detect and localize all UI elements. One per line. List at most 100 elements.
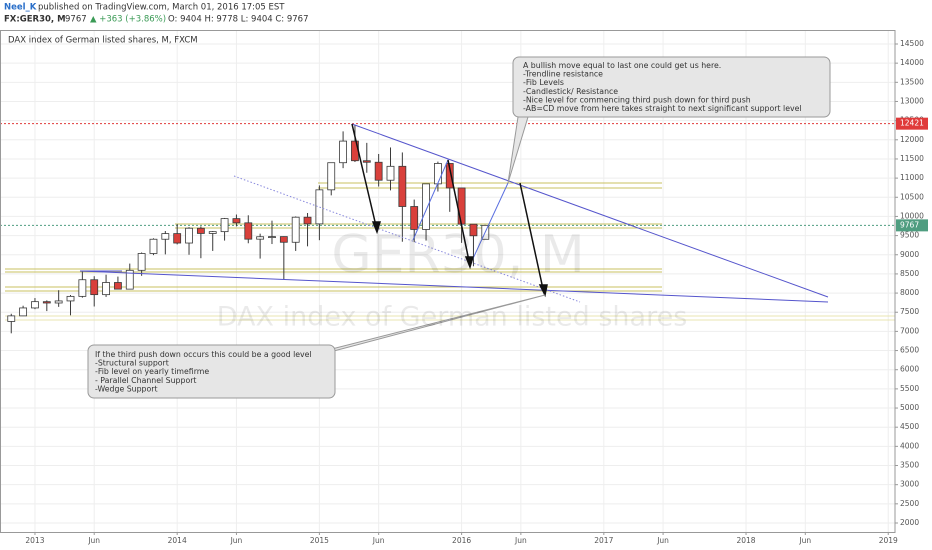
candles	[7, 124, 490, 334]
y-tick-label: 11500	[900, 154, 924, 163]
last-price: 9767	[65, 15, 87, 25]
trendline	[351, 123, 829, 298]
x-tick-label: Jun	[656, 536, 669, 545]
axes: 2000 2500 3000 3500 4000 4500 5000 5500 6000 6500…	[0, 30, 928, 545]
x-tick-label: Jun	[798, 536, 811, 545]
y-tick-label: 13000	[900, 96, 924, 105]
annotation-line: A bullish move equal to last one could g…	[523, 61, 721, 70]
price-label-box	[896, 117, 928, 130]
y-tick-label: 14500	[900, 39, 924, 48]
change: ▲ +363 (+3.86%)	[90, 15, 166, 25]
y-tick-label: 2000	[900, 518, 919, 527]
annotation-line: -Structural support	[95, 359, 169, 368]
x-tick-label: 2018	[736, 536, 755, 545]
y-tick-label: 6000	[900, 365, 919, 374]
candle-body	[469, 223, 478, 237]
candle-body	[149, 238, 158, 254]
annotation-line: -Fib level on yearly timefirme	[95, 367, 209, 376]
candle-body	[114, 282, 122, 290]
y-tick-label: 7000	[900, 326, 919, 335]
watermark: GER30, M	[331, 225, 584, 285]
y-tick-label: 8000	[900, 288, 919, 297]
annotation-line: If the third push down occurs this could…	[95, 350, 312, 359]
y-tick-label: 4500	[900, 422, 919, 431]
candle-body	[54, 300, 63, 304]
candle-body	[7, 315, 16, 322]
arrows	[351, 123, 548, 298]
candle-body	[78, 279, 87, 297]
watermark-subtitle: DAX index of German listed shares	[217, 302, 688, 333]
x-tick-label: 2019	[879, 536, 898, 545]
candle-body	[303, 216, 312, 225]
x-tick-label: Jun	[372, 536, 385, 545]
y-tick-label: 2500	[900, 499, 919, 508]
arrow-head	[464, 256, 475, 270]
candle-body	[434, 163, 442, 185]
y-tick-label: 8500	[900, 269, 919, 278]
x-tick-label: Jun	[514, 536, 527, 545]
author[interactable]: Neel_K	[4, 3, 37, 13]
annotation-line: -Candlestick/ Resistance	[523, 87, 618, 96]
candle-body	[173, 233, 182, 244]
annotation-line: - Parallel Channel Support	[95, 376, 197, 385]
arrow	[519, 182, 544, 290]
candle-body	[232, 218, 241, 224]
x-tick-label: 2014	[168, 536, 187, 545]
candle-body	[362, 160, 371, 163]
candle-body	[42, 301, 51, 304]
y-tick-label: 7500	[900, 307, 919, 316]
candle-body	[196, 227, 205, 234]
candle-body	[315, 189, 324, 225]
candle-body	[268, 236, 276, 238]
candle-body	[327, 162, 336, 191]
y-tick-label: 12000	[900, 135, 924, 144]
x-tick-label: 2016	[452, 536, 471, 545]
callout	[512, 56, 831, 118]
candle-body	[386, 165, 395, 181]
annotation-line: -Fib Levels	[523, 78, 564, 87]
arrow	[447, 159, 470, 262]
y-tick-label: 9000	[900, 250, 919, 259]
candle-body	[102, 282, 110, 296]
candle-body	[422, 183, 430, 230]
annotation-line: -Trendline resistance	[523, 70, 603, 79]
price-label: 9767	[900, 220, 919, 229]
arrow-head	[538, 284, 548, 298]
candle-body	[445, 163, 454, 189]
y-tick-label: 9500	[900, 231, 919, 240]
candle-body	[291, 216, 300, 243]
candle-body	[19, 307, 28, 317]
trendline	[79, 270, 829, 303]
candle-body	[279, 236, 288, 243]
price-label: 12421	[900, 119, 924, 128]
candle-body	[90, 279, 99, 296]
candle-body	[244, 222, 253, 240]
annotations: A bullish move equal to last one could g…	[95, 61, 802, 393]
overlay	[79, 56, 831, 399]
chart-title: DAX index of German listed shares, M, FX…	[8, 36, 198, 46]
symbol: FX:GER30, M	[4, 15, 66, 25]
callout	[87, 344, 336, 399]
x-tick-label: Jun	[87, 536, 100, 545]
y-tick-label: 10500	[900, 192, 924, 201]
annotation-line: -Nice level for commencing third push do…	[523, 95, 751, 104]
y-tick-label: 14000	[900, 58, 924, 67]
y-tick-label: 10000	[900, 211, 924, 220]
candle-body	[208, 231, 217, 234]
y-tick-label: 5000	[900, 403, 919, 412]
candle-body	[374, 161, 383, 181]
candle-body	[161, 233, 170, 240]
ohlc: O: 9404 H: 9778 L: 9404 C: 9767	[168, 15, 309, 25]
candle-body	[31, 301, 39, 309]
candle-body	[256, 236, 265, 240]
candle-body	[185, 227, 193, 244]
candle-body	[220, 218, 229, 233]
published: published on TradingView.com, March 01, …	[38, 3, 285, 13]
y-tick-label: 13500	[900, 77, 924, 86]
x-tick-label: 2013	[25, 536, 44, 545]
candle-body	[398, 165, 407, 207]
annotation-line: -Wedge Support	[95, 384, 158, 393]
y-tick-label: 3500	[900, 461, 919, 470]
x-tick-label: Jun	[230, 536, 243, 545]
